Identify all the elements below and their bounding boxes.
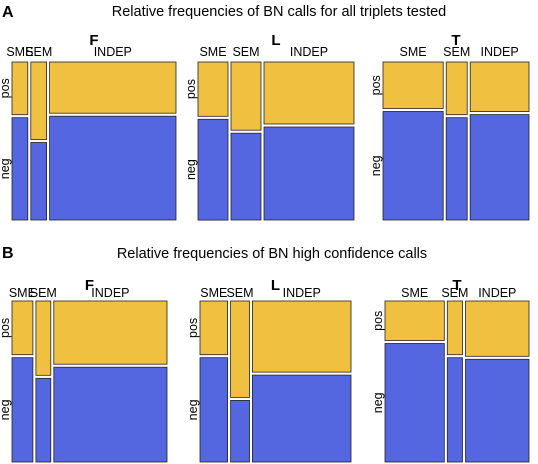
tile-sme-pos bbox=[11, 61, 29, 116]
tile-indep-pos bbox=[465, 300, 530, 357]
section-a-title: Relative frequencies of BN calls for all… bbox=[112, 4, 446, 20]
column-label: SEM bbox=[226, 286, 253, 300]
row-label-neg: neg bbox=[371, 392, 385, 413]
panel-letter: T bbox=[452, 277, 461, 294]
column-label: INDEP bbox=[91, 286, 129, 300]
tile-sem-neg bbox=[445, 117, 468, 221]
column-label: SEM bbox=[25, 45, 52, 59]
row-label-neg: neg bbox=[0, 399, 12, 420]
panel-letter: L bbox=[271, 32, 280, 49]
tile-sme-neg bbox=[11, 357, 34, 463]
tile-sem-pos bbox=[230, 61, 262, 131]
column-label: SME bbox=[400, 45, 427, 59]
tile-sme-neg bbox=[199, 357, 229, 463]
tile-indep-pos bbox=[469, 61, 530, 112]
column-label: SEM bbox=[30, 286, 57, 300]
tile-indep-neg bbox=[53, 366, 168, 463]
tile-sem-neg bbox=[446, 357, 463, 463]
column-label: INDEP bbox=[94, 45, 132, 59]
tile-sem-neg bbox=[35, 377, 52, 463]
tile-sme-pos bbox=[11, 300, 34, 356]
column-label: INDEP bbox=[283, 286, 321, 300]
tile-indep-neg bbox=[465, 358, 530, 463]
column-label: SME bbox=[200, 286, 227, 300]
column-label: INDEP bbox=[290, 45, 328, 59]
column-label: SEM bbox=[441, 286, 468, 300]
tile-indep-pos bbox=[251, 300, 352, 373]
panel-letter: F bbox=[85, 277, 94, 294]
mosaic-panel-b-t: T SME SEM INDEP pos neg bbox=[371, 277, 530, 463]
tile-sme-neg bbox=[11, 117, 29, 221]
row-label-pos: pos bbox=[0, 318, 12, 338]
tile-sme-neg bbox=[382, 111, 444, 221]
tile-indep-pos bbox=[53, 300, 168, 365]
column-label: SEM bbox=[443, 45, 470, 59]
tile-sem-pos bbox=[445, 61, 468, 116]
tile-sem-neg bbox=[230, 399, 250, 463]
column-label: SME bbox=[199, 45, 226, 59]
row-label-pos: pos bbox=[0, 78, 12, 98]
panel-letter: L bbox=[271, 277, 280, 294]
row-label-pos: pos bbox=[184, 79, 198, 99]
row-label-neg: neg bbox=[369, 155, 383, 176]
column-label: SME bbox=[9, 286, 36, 300]
tile-sem-pos bbox=[446, 300, 463, 356]
tile-indep-pos bbox=[263, 61, 355, 125]
row-label-neg: neg bbox=[184, 159, 198, 180]
column-label: SME bbox=[401, 286, 428, 300]
column-label: INDEP bbox=[480, 45, 518, 59]
tile-indep-neg bbox=[469, 114, 530, 221]
tile-sem-pos bbox=[230, 300, 250, 398]
column-label: INDEP bbox=[478, 286, 516, 300]
section-a-letter: A bbox=[2, 4, 14, 21]
tile-indep-neg bbox=[251, 374, 352, 463]
mosaic-panel-a-t: T SME SEM INDEP pos neg bbox=[369, 32, 530, 221]
tile-sem-neg bbox=[30, 142, 47, 221]
tile-indep-neg bbox=[263, 126, 355, 221]
tile-sme-neg bbox=[197, 118, 229, 221]
row-label-pos: pos bbox=[371, 311, 385, 331]
tile-indep-pos bbox=[49, 61, 177, 114]
tile-sem-pos bbox=[30, 61, 47, 140]
column-label: SEM bbox=[232, 45, 259, 59]
mosaic-panel-b-l: L SME SEM INDEP pos neg bbox=[186, 277, 352, 463]
column-label: SME bbox=[6, 45, 33, 59]
row-label-neg: neg bbox=[0, 158, 12, 179]
row-label-pos: pos bbox=[369, 75, 383, 95]
tile-sem-neg bbox=[230, 132, 262, 221]
section-b-title: Relative frequencies of BN high confiden… bbox=[117, 246, 427, 262]
row-label-neg: neg bbox=[186, 399, 200, 420]
panel-letter: T bbox=[451, 32, 460, 49]
section-b-letter: B bbox=[2, 245, 14, 262]
tile-sme-neg bbox=[384, 343, 445, 463]
tile-sem-pos bbox=[35, 300, 52, 376]
tile-sme-pos bbox=[382, 61, 444, 109]
row-label-pos: pos bbox=[186, 318, 200, 338]
mosaic-panel-a-l: L SME SEM INDEP pos neg bbox=[184, 32, 355, 221]
tile-sme-pos bbox=[384, 300, 445, 341]
tile-sme-pos bbox=[199, 300, 229, 356]
tile-indep-neg bbox=[49, 115, 177, 221]
tile-sme-pos bbox=[197, 61, 229, 117]
panel-letter: F bbox=[89, 32, 98, 49]
